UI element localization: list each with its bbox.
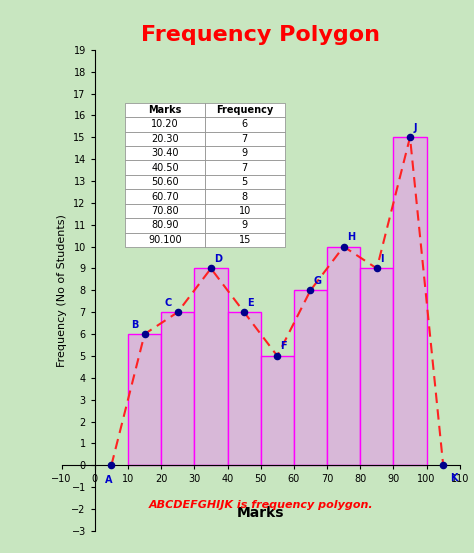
- Bar: [228, 312, 261, 465]
- Text: G: G: [314, 276, 322, 286]
- Point: [273, 352, 281, 361]
- Bar: [327, 247, 360, 465]
- Bar: [194, 268, 228, 465]
- Point: [406, 133, 414, 142]
- Point: [373, 264, 381, 273]
- Point: [307, 286, 314, 295]
- Text: H: H: [347, 232, 355, 242]
- Point: [174, 308, 182, 317]
- Bar: [128, 334, 161, 465]
- Text: A: A: [105, 475, 112, 485]
- Text: J: J: [413, 123, 417, 133]
- Bar: [294, 290, 327, 465]
- Text: D: D: [214, 254, 222, 264]
- Text: C: C: [164, 298, 172, 307]
- Point: [439, 461, 447, 469]
- Bar: [161, 312, 194, 465]
- Point: [141, 330, 148, 338]
- Text: B: B: [131, 320, 139, 330]
- Text: F: F: [281, 341, 287, 351]
- Y-axis label: Frequency (No of Students): Frequency (No of Students): [57, 214, 67, 367]
- Text: E: E: [247, 298, 254, 307]
- Point: [340, 242, 347, 251]
- Text: I: I: [380, 254, 383, 264]
- Text: K: K: [450, 473, 457, 483]
- Point: [240, 308, 248, 317]
- Title: Frequency Polygon: Frequency Polygon: [141, 25, 380, 45]
- Bar: [261, 356, 294, 465]
- Text: Marks: Marks: [237, 507, 284, 520]
- Text: ABCDEFGHIJK is frequency polygon.: ABCDEFGHIJK is frequency polygon.: [148, 500, 373, 510]
- Bar: [360, 268, 393, 465]
- Bar: [393, 137, 427, 465]
- Point: [108, 461, 115, 469]
- Point: [207, 264, 215, 273]
